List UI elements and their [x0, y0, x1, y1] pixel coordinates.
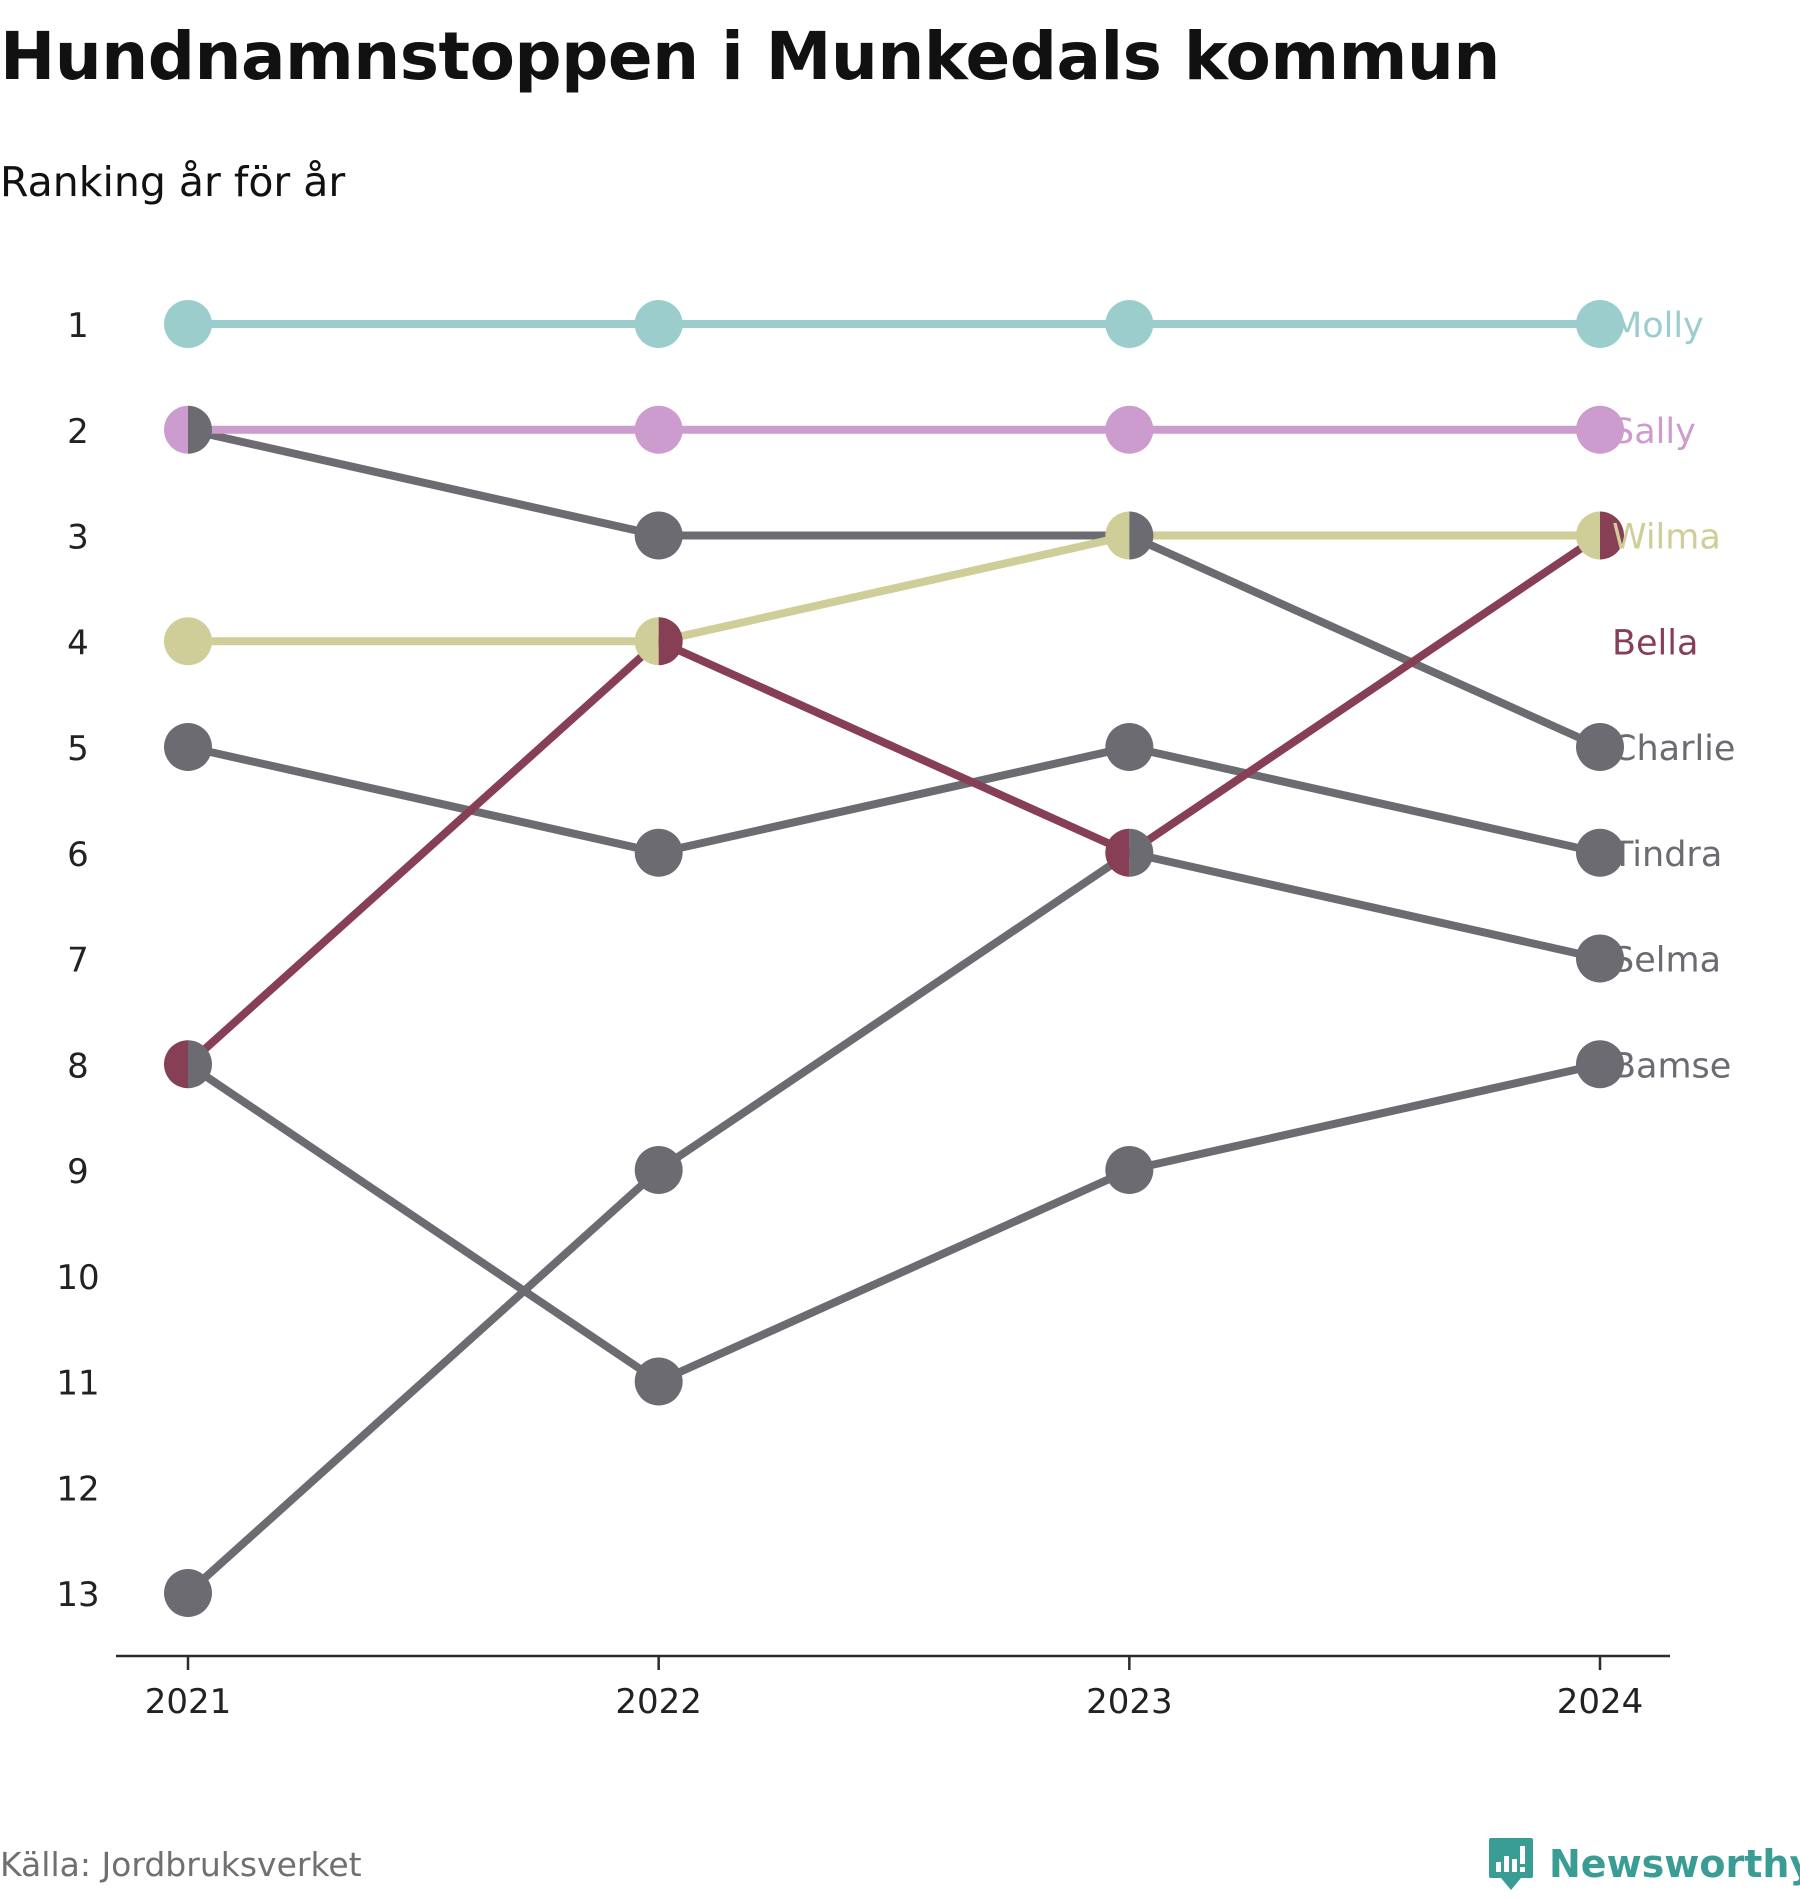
brand: Newsworthy — [1487, 1836, 1800, 1892]
x-tick-label: 2021 — [145, 1682, 232, 1722]
data-point-molly — [1105, 300, 1154, 348]
data-point-wilma — [634, 617, 659, 666]
data-point-tindra — [1105, 723, 1154, 771]
series-line-bamse — [184, 1060, 1604, 1386]
series-points — [164, 300, 1625, 1617]
data-point-sally — [1105, 405, 1154, 454]
series-line-selma — [184, 848, 1604, 1597]
y-tick-label: 9 — [67, 1152, 89, 1192]
y-tick-label: 7 — [67, 941, 89, 981]
chart-subtitle: Ranking år för år — [0, 158, 346, 206]
newsworthy-logo-icon — [1489, 1838, 1533, 1890]
series-label-charlie: Charlie — [1612, 729, 1735, 769]
y-tick-label: 1 — [67, 306, 89, 346]
y-tick-label: 3 — [67, 518, 89, 558]
data-point-tindra — [164, 723, 212, 771]
data-point-bamse — [634, 1357, 683, 1406]
series-label-wilma: Wilma — [1612, 518, 1721, 558]
data-point-tindra — [634, 828, 683, 877]
series-label-bella: Bella — [1612, 623, 1698, 663]
data-point-sally — [164, 405, 188, 454]
y-tick-label: 12 — [56, 1469, 99, 1509]
data-point-bella — [1600, 511, 1625, 560]
y-tick-label: 2 — [67, 412, 89, 452]
x-axis-ticks: 2021 2022 2023 2024 — [145, 1656, 1644, 1722]
data-point-wilma — [1576, 511, 1600, 560]
data-point-charlie — [634, 511, 683, 560]
data-point-selma — [164, 1569, 212, 1617]
data-point-molly — [634, 300, 683, 348]
data-point-wilma — [1105, 511, 1130, 560]
data-point-bamse — [188, 1040, 213, 1089]
series-lines — [184, 320, 1604, 1597]
data-point-tindra — [1576, 828, 1624, 877]
y-tick-label: 10 — [56, 1258, 99, 1298]
data-point-bella — [1105, 828, 1130, 877]
data-point-bamse — [1576, 1040, 1624, 1089]
series-label-molly: Molly — [1612, 306, 1704, 346]
data-point-charlie — [1576, 723, 1624, 771]
series-line-charlie — [184, 425, 1604, 751]
data-point-charlie — [188, 405, 213, 454]
series-line-tindra — [184, 743, 1604, 857]
y-tick-label: 6 — [67, 835, 89, 875]
data-point-molly — [1576, 300, 1624, 348]
chart-title: Hundnamnstoppen i Munkedals kommun — [0, 18, 1500, 95]
y-tick-label: 11 — [56, 1364, 99, 1404]
source-text: Källa: Jordbruksverket — [0, 1845, 362, 1884]
data-point-bella — [164, 1040, 188, 1089]
series-line-bella — [184, 531, 1604, 1069]
data-point-wilma — [164, 617, 212, 666]
series-label-sally: Sally — [1612, 412, 1696, 452]
series-line-wilma — [184, 531, 1604, 646]
brand-name: Newsworthy — [1549, 1842, 1800, 1886]
data-point-charlie — [1129, 511, 1154, 560]
data-point-molly — [164, 300, 212, 348]
x-tick-label: 2023 — [1086, 1682, 1173, 1722]
y-tick-label: 13 — [56, 1575, 99, 1615]
data-point-sally — [1576, 405, 1624, 454]
y-tick-label: 8 — [67, 1046, 89, 1086]
data-point-selma — [1576, 934, 1624, 983]
data-point-sally — [634, 405, 683, 454]
y-tick-label: 4 — [67, 623, 89, 663]
y-tick-label: 5 — [67, 729, 89, 769]
data-point-bella — [658, 617, 683, 666]
x-tick-label: 2022 — [615, 1682, 702, 1722]
data-point-selma — [634, 1146, 683, 1194]
series-label-bamse: Bamse — [1612, 1046, 1731, 1086]
data-point-bamse — [1105, 1146, 1154, 1194]
data-point-selma — [1129, 828, 1154, 877]
series-labels: Molly Sally Wilma Bella Charlie Tindra Selma Ba… — [1611, 306, 1735, 1086]
series-label-selma: Selma — [1612, 941, 1721, 981]
x-tick-label: 2024 — [1557, 1682, 1644, 1722]
series-label-tindra: Tindra — [1611, 835, 1722, 875]
